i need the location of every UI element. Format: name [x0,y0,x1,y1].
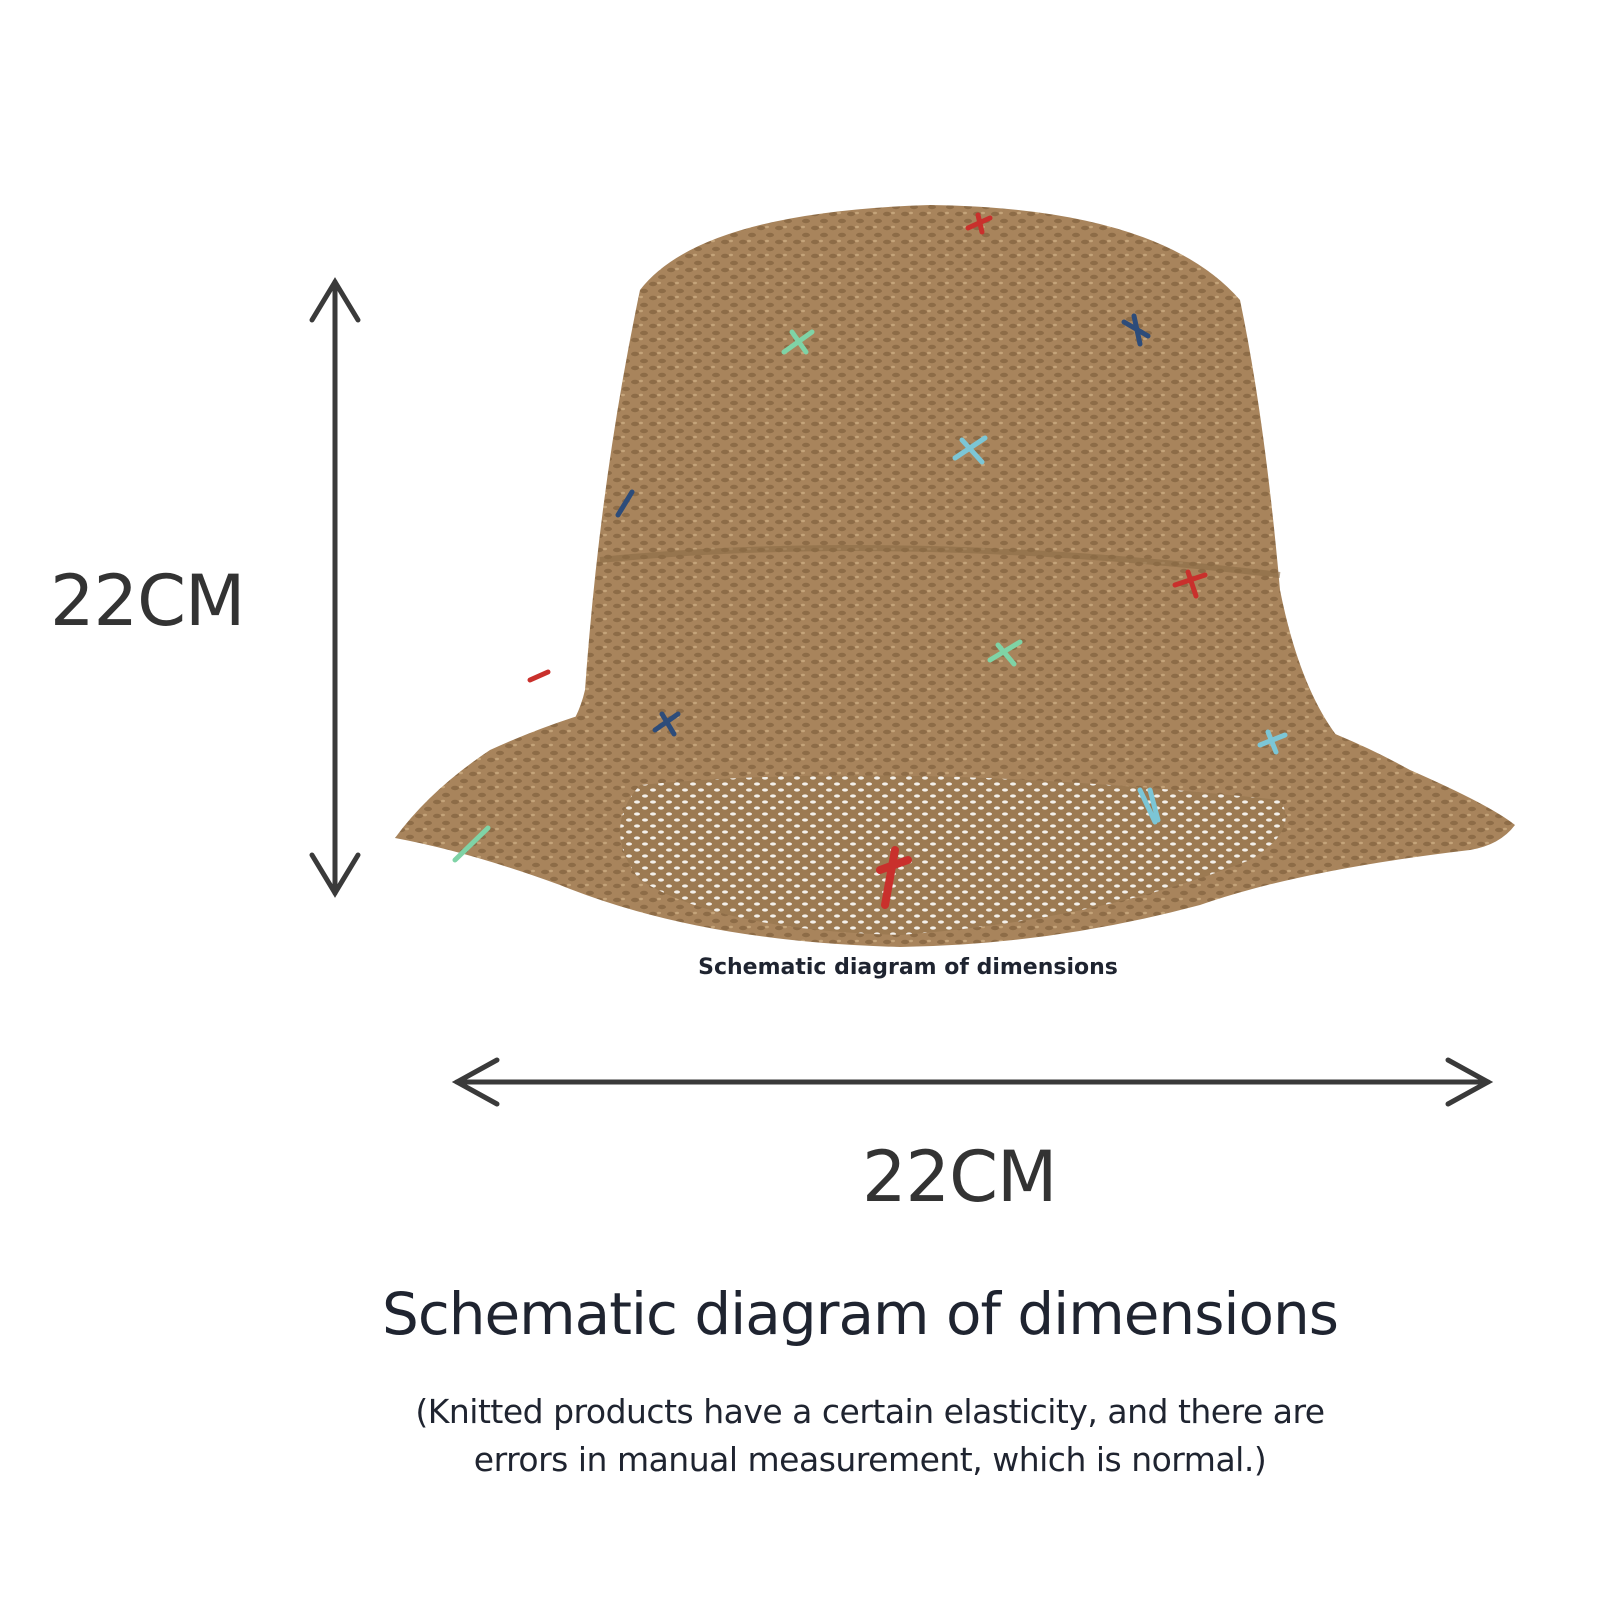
stitch-mark [1137,787,1161,825]
width-dimension-label: 22CM [862,1136,1057,1218]
stitch-mark [987,639,1023,667]
stitch-mark [527,669,551,683]
stitch-mark [952,435,988,465]
hat-crown-band-seam [599,545,1281,578]
stitch-mark [1121,313,1151,347]
stitch-mark [781,329,815,355]
arrow-left-icon [451,1057,500,1107]
height-dimension-label: 22CM [50,560,245,642]
stitch-mark [1172,569,1208,599]
stitch-mark [615,489,635,518]
arrow-up-icon [309,277,361,323]
height-arrow [309,277,361,898]
stitch-mark [876,846,912,909]
arrow-right-icon [1445,1057,1494,1107]
note-line-2: errors in manual measurement, which is n… [473,1440,1267,1479]
hat-brim-underside [620,775,1286,935]
stitch-mark [452,825,491,863]
straw-bucket-hat [395,205,1515,947]
width-arrow [451,1057,1494,1107]
note-line-1: (Knitted products have a certain elastic… [415,1392,1325,1431]
colored-stitches [452,212,1288,909]
hat-crown [560,205,1340,776]
diagram-title: Schematic diagram of dimensions [382,1280,1339,1348]
stitch-mark [965,212,993,235]
stitch-mark [652,711,681,737]
image-caption: Schematic diagram of dimensions [698,955,1118,980]
measurement-note: (Knitted products have a certain elastic… [0,1388,1600,1484]
arrow-down-icon [309,852,361,898]
stitch-mark [1257,729,1288,755]
